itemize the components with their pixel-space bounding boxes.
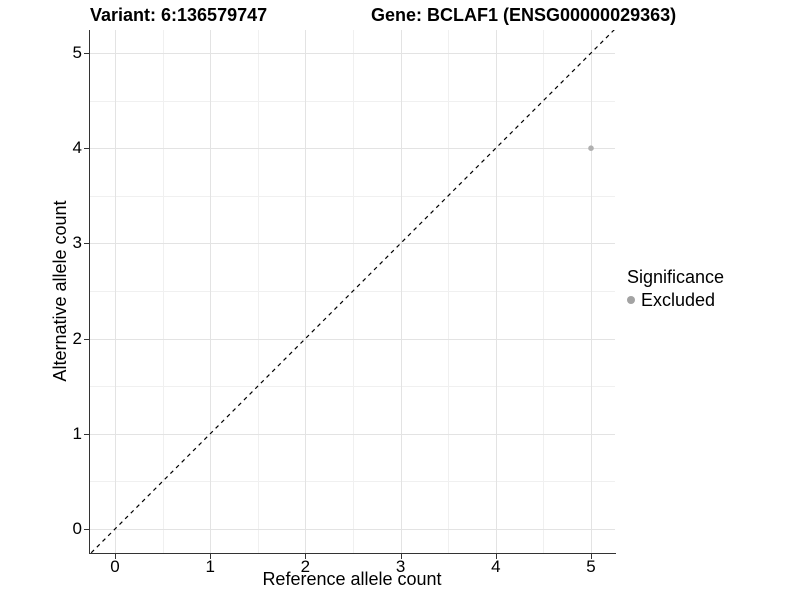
x-tick-label: 4 [491,557,501,576]
major-gridline-v [305,30,307,553]
x-tick-mark [400,554,402,559]
x-tick-label: 5 [586,557,596,576]
major-gridline-v [591,30,592,553]
y-tick-label: 4 [72,138,82,158]
major-gridline-h [90,53,615,54]
y-tick-label: 2 [72,328,82,348]
major-gridline-v [495,30,497,553]
y-axis-line [89,30,90,554]
major-gridline-h [90,243,615,245]
y-tick-label: 3 [72,233,82,253]
major-gridline-v [210,30,212,553]
legend-item-excluded: Excluded [627,290,724,310]
legend: Significance Excluded [627,266,724,310]
y-tick-mark [84,243,89,245]
minor-gridline-h [90,100,615,102]
y-tick-mark [84,433,89,435]
y-tick-mark [84,338,89,340]
gene-title: Gene: BCLAF1 (ENSG00000029363) [371,5,677,25]
excluded-point-icon [627,296,635,304]
major-gridline-h [90,433,615,435]
minor-gridline-h [90,481,615,483]
x-tick-mark [591,554,592,559]
x-tick-mark [305,554,307,559]
legend-item-label: Excluded [641,290,716,310]
major-gridline-h [90,148,615,150]
x-axis-title: Reference allele count [262,569,442,589]
y-tick-mark [84,148,89,150]
major-gridline-h [90,529,615,530]
y-tick-label: 0 [72,519,82,538]
x-tick-label: 1 [205,557,215,576]
x-tick-label: 0 [110,557,120,576]
x-tick-mark [210,554,212,559]
x-tick-mark [495,554,497,559]
minor-gridline-h [90,386,615,388]
y-tick-label: 5 [72,43,82,62]
plot-layer [90,30,615,553]
y-tick-label: 1 [72,423,82,443]
major-gridline-h [90,338,615,340]
variant-title: Variant: 6:136579747 [90,5,268,25]
major-gridline-v [400,30,402,553]
y-tick-mark [84,529,89,530]
legend-title: Significance [627,267,725,287]
x-tick-label: 2 [300,557,311,576]
data-point [588,145,594,151]
x-tick-label: 3 [395,557,406,576]
major-gridline-v [115,30,116,553]
minor-gridline-h [90,195,615,197]
identity-dashed-line [90,30,615,553]
plot-panel [90,30,615,553]
x-tick-mark [115,554,116,559]
y-tick-mark [84,53,89,54]
x-axis-line [89,553,616,554]
